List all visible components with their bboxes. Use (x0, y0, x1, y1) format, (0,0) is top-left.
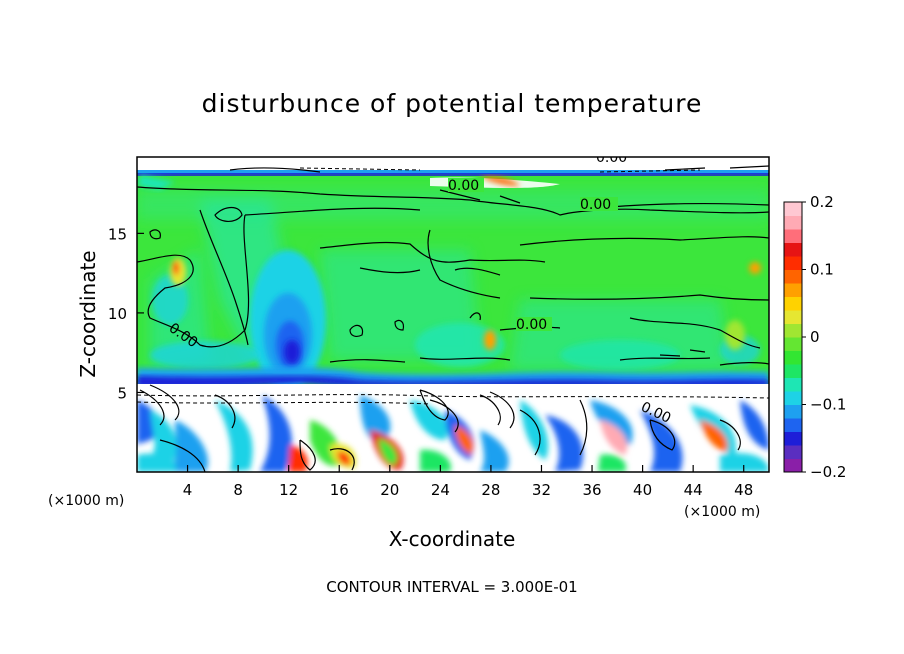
colorbar-swatch (784, 296, 802, 311)
x-axis: 4 8 12 16 20 24 28 32 36 40 44 48 (183, 465, 753, 499)
x-axis-label: X-coordinate (389, 527, 516, 551)
x-tick-label: 28 (481, 481, 500, 499)
colorbar-swatch (784, 404, 802, 419)
colorbar-swatch (784, 364, 802, 378)
colorbar-swatch (784, 377, 802, 392)
boundary-layer-contours (139, 384, 741, 472)
x-tick-label: 16 (330, 481, 349, 499)
colorbar-label: 0 (810, 328, 820, 346)
colorbar-swatch (784, 256, 802, 270)
y-tick-label: 5 (117, 384, 127, 402)
colorbar-swatch (784, 431, 802, 446)
contour-label: 0.00 (448, 178, 479, 194)
plot-frame (136, 156, 770, 473)
colorbar-label: −0.2 (810, 463, 846, 481)
colorbar-swatch (784, 269, 802, 284)
colorbar-label: 0.2 (810, 193, 834, 211)
zero-contours (137, 165, 769, 366)
colorbar-swatch (784, 337, 802, 351)
boundary-layer (137, 384, 769, 472)
y-tick-label: 10 (108, 305, 127, 323)
colorbar-label: −0.1 (810, 396, 846, 414)
contour-label: 0.00 (580, 197, 611, 213)
colorbar-swatch (784, 458, 802, 473)
plot-area: 0.00 0.00 0.00 0.00 0.00 0.00 (137, 150, 769, 472)
colorbar-swatch (784, 229, 802, 243)
x-tick-label: 44 (684, 481, 703, 499)
x-tick-label: 4 (183, 481, 193, 499)
colorbar-swatch (784, 391, 802, 405)
y-axis-unit: (×1000 m) (48, 493, 124, 509)
colorbar-swatch (784, 202, 802, 216)
colorbar-swatch (784, 310, 802, 324)
colorbar-label: 0.1 (810, 261, 834, 279)
negative-contours (137, 167, 769, 405)
colorbar-swatch (784, 350, 802, 365)
y-tick-label: 15 (108, 225, 127, 243)
x-tick-label: 36 (582, 481, 601, 499)
x-tick-label: 40 (633, 481, 652, 499)
colorbar (783, 201, 803, 473)
x-tick-label: 32 (532, 481, 551, 499)
x-tick-label: 20 (380, 481, 399, 499)
colorbar-labels: 0.2 0.1 0 −0.1 −0.2 (802, 193, 846, 481)
x-tick-label: 24 (431, 481, 450, 499)
colorbar-swatch (784, 242, 802, 257)
x-tick-label: 8 (233, 481, 243, 499)
y-axis: 5 10 15 (108, 225, 144, 402)
colorbar-swatch (784, 283, 802, 297)
colorbar-swatch (784, 215, 802, 230)
x-tick-label: 48 (734, 481, 753, 499)
colorbar-swatch (784, 418, 802, 432)
x-axis-unit: (×1000 m) (684, 504, 760, 520)
y-axis-label: Z-coordinate (76, 250, 100, 377)
colorbar-swatch (784, 323, 802, 338)
contour-label: 0.00 (596, 150, 627, 166)
cold-anomaly (250, 250, 326, 390)
contour-label: 0.00 (516, 317, 547, 333)
colorbar-swatch (784, 445, 802, 459)
chart-title: disturbunce of potential temperature (202, 89, 703, 118)
contour-interval-note: CONTOUR INTERVAL = 3.000E-01 (326, 578, 577, 596)
x-tick-label: 12 (279, 481, 298, 499)
warm-patches (170, 258, 761, 350)
